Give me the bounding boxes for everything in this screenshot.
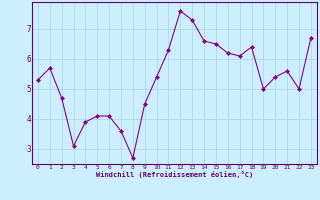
X-axis label: Windchill (Refroidissement éolien,°C): Windchill (Refroidissement éolien,°C) — [96, 171, 253, 178]
